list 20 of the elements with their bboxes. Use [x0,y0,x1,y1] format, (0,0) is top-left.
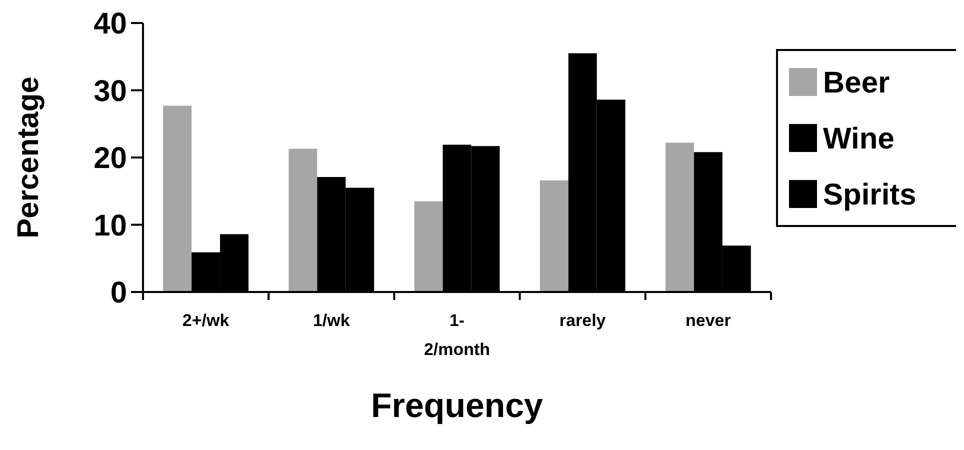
x-tick-label: 1-2/month [424,311,490,359]
y-tick-label: 0 [110,276,127,310]
bar [665,142,694,292]
x-tick-label: never [686,311,732,330]
bar [163,106,192,292]
y-tick-label: 20 [94,142,127,175]
x-tick-label: rarely [559,311,606,330]
bar [414,201,443,292]
x-axis-title: Frequency [371,387,544,425]
bar [288,148,318,292]
y-tick-label: 40 [94,8,127,40]
y-tick-label: 30 [94,74,127,108]
legend-label: Spirits [823,178,916,212]
x-tick-label: 1/wk [312,311,350,330]
y-tick-label: 10 [94,209,127,242]
bar [540,180,568,292]
x-tick-label: 2+/wk [182,311,230,330]
y-axis-title: Percentage [12,76,45,238]
legend-label: Beer [823,66,890,100]
legend-label: Wine [823,122,894,156]
